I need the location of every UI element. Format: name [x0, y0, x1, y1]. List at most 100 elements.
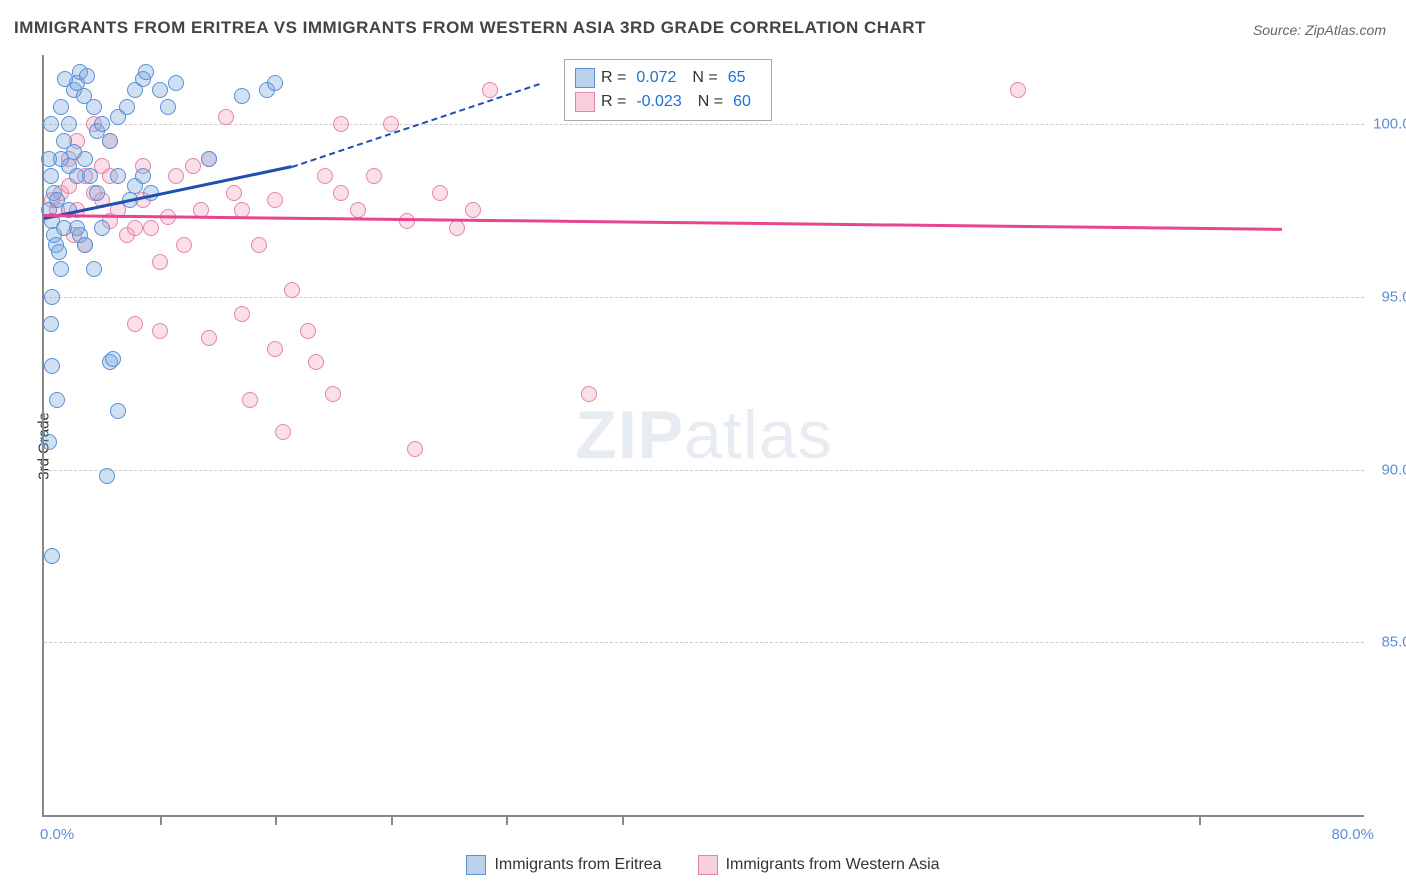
data-point: [234, 306, 250, 322]
data-point: [49, 392, 65, 408]
trend-line: [44, 214, 1282, 230]
data-point: [366, 168, 382, 184]
data-point: [226, 185, 242, 201]
data-point: [482, 82, 498, 98]
legend-row: R = -0.023 N = 60: [575, 90, 761, 114]
data-point: [201, 330, 217, 346]
data-point: [94, 220, 110, 236]
data-point: [267, 192, 283, 208]
data-point: [43, 316, 59, 332]
data-point: [99, 468, 115, 484]
data-point: [407, 441, 423, 457]
data-point: [201, 151, 217, 167]
data-point: [127, 316, 143, 332]
data-point: [383, 116, 399, 132]
data-point: [350, 202, 366, 218]
source-attribution: Source: ZipAtlas.com: [1253, 22, 1386, 38]
legend-item: Immigrants from Western Asia: [698, 855, 940, 875]
legend-r-value: -0.023: [636, 93, 681, 111]
correlation-legend: R =0.072N =65R =-0.023N =60: [564, 59, 772, 121]
chart-title: IMMIGRANTS FROM ERITREA VS IMMIGRANTS FR…: [14, 18, 926, 38]
data-point: [53, 261, 69, 277]
data-point: [119, 99, 135, 115]
data-point: [110, 403, 126, 419]
data-point: [44, 289, 60, 305]
data-point: [89, 185, 105, 201]
legend-row: R =0.072N =65: [575, 66, 761, 90]
data-point: [152, 254, 168, 270]
data-point: [43, 168, 59, 184]
data-point: [86, 261, 102, 277]
legend-swatch: [466, 855, 486, 875]
data-point: [43, 116, 59, 132]
y-tick-label: 90.0%: [1381, 461, 1406, 478]
gridline-h: [44, 642, 1364, 643]
data-point: [242, 392, 258, 408]
data-point: [41, 434, 57, 450]
series-legend: Immigrants from Eritrea Immigrants from W…: [0, 855, 1406, 880]
legend-item: Immigrants from Eritrea: [466, 855, 661, 875]
data-point: [185, 158, 201, 174]
data-point: [51, 244, 67, 260]
data-point: [57, 71, 73, 87]
data-point: [168, 75, 184, 91]
legend-label: Immigrants from Western Asia: [726, 856, 940, 874]
x-tick: [391, 815, 393, 825]
data-point: [152, 82, 168, 98]
data-point: [218, 109, 234, 125]
data-point: [308, 354, 324, 370]
data-point: [152, 323, 168, 339]
legend-n-value: 65: [728, 69, 746, 87]
data-point: [41, 151, 57, 167]
legend-r-label: R =: [601, 93, 626, 111]
x-tick: [1199, 815, 1201, 825]
data-point: [53, 99, 69, 115]
data-point: [82, 168, 98, 184]
data-point: [168, 168, 184, 184]
data-point: [94, 116, 110, 132]
data-point: [333, 116, 349, 132]
x-tick-max: 80.0%: [1331, 826, 1374, 843]
data-point: [251, 237, 267, 253]
data-point: [1010, 82, 1026, 98]
legend-n-label: N =: [698, 93, 723, 111]
data-point: [300, 323, 316, 339]
data-point: [333, 185, 349, 201]
gridline-h: [44, 297, 1364, 298]
legend-swatch: [575, 68, 595, 88]
data-point: [267, 341, 283, 357]
data-point: [105, 351, 121, 367]
legend-r-label: R =: [601, 69, 626, 87]
y-tick-label: 100.0%: [1373, 116, 1406, 133]
x-tick: [622, 815, 624, 825]
data-point: [44, 548, 60, 564]
gridline-h: [44, 124, 1364, 125]
x-tick-min: 0.0%: [40, 826, 74, 843]
x-tick: [275, 815, 277, 825]
plot-area: ZIPatlas 0.0% 80.0% R =0.072N =65R =-0.0…: [42, 55, 1364, 817]
legend-swatch: [698, 855, 718, 875]
data-point: [135, 168, 151, 184]
data-point: [267, 75, 283, 91]
data-point: [110, 168, 126, 184]
y-tick-label: 85.0%: [1381, 634, 1406, 651]
data-point: [160, 99, 176, 115]
data-point: [86, 99, 102, 115]
legend-n-label: N =: [692, 69, 717, 87]
data-point: [465, 202, 481, 218]
watermark: ZIPatlas: [575, 396, 832, 474]
y-tick-label: 95.0%: [1381, 288, 1406, 305]
data-point: [234, 88, 250, 104]
data-point: [44, 358, 60, 374]
data-point: [61, 116, 77, 132]
data-point: [127, 220, 143, 236]
legend-label: Immigrants from Eritrea: [494, 856, 661, 874]
data-point: [581, 386, 597, 402]
legend-n-value: 60: [733, 93, 751, 111]
data-point: [176, 237, 192, 253]
data-point: [138, 64, 154, 80]
x-tick: [506, 815, 508, 825]
data-point: [77, 151, 93, 167]
data-point: [449, 220, 465, 236]
data-point: [102, 133, 118, 149]
